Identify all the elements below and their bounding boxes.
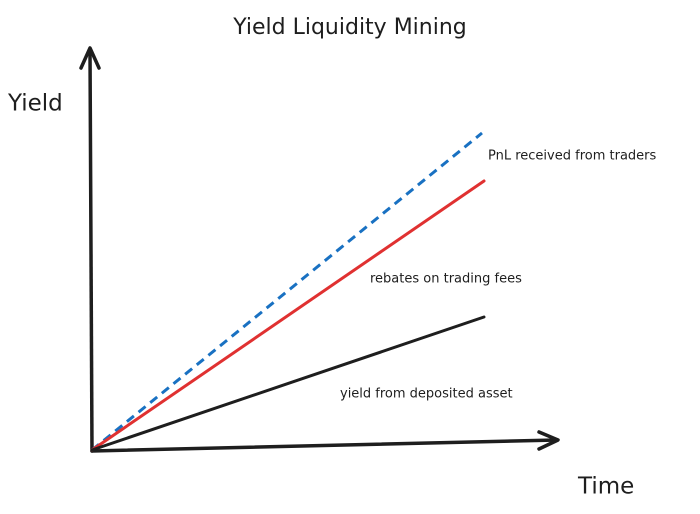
y-axis-label: Yield — [7, 91, 63, 117]
title: Yield Liquidity Mining — [232, 15, 467, 40]
line-label: yield from deposited asset — [340, 387, 513, 402]
y-axis-arrow — [79, 46, 101, 70]
x-axis-label: Time — [577, 474, 634, 500]
pnl-line — [91, 131, 483, 452]
line-label: rebates on trading fees — [370, 272, 522, 287]
x-axis — [90, 438, 559, 453]
yield-line — [90, 315, 486, 452]
rebates-line — [90, 179, 486, 452]
x-axis-arrow — [537, 430, 560, 451]
line-label: PnL received from traders — [488, 149, 657, 164]
y-axis — [88, 48, 94, 453]
